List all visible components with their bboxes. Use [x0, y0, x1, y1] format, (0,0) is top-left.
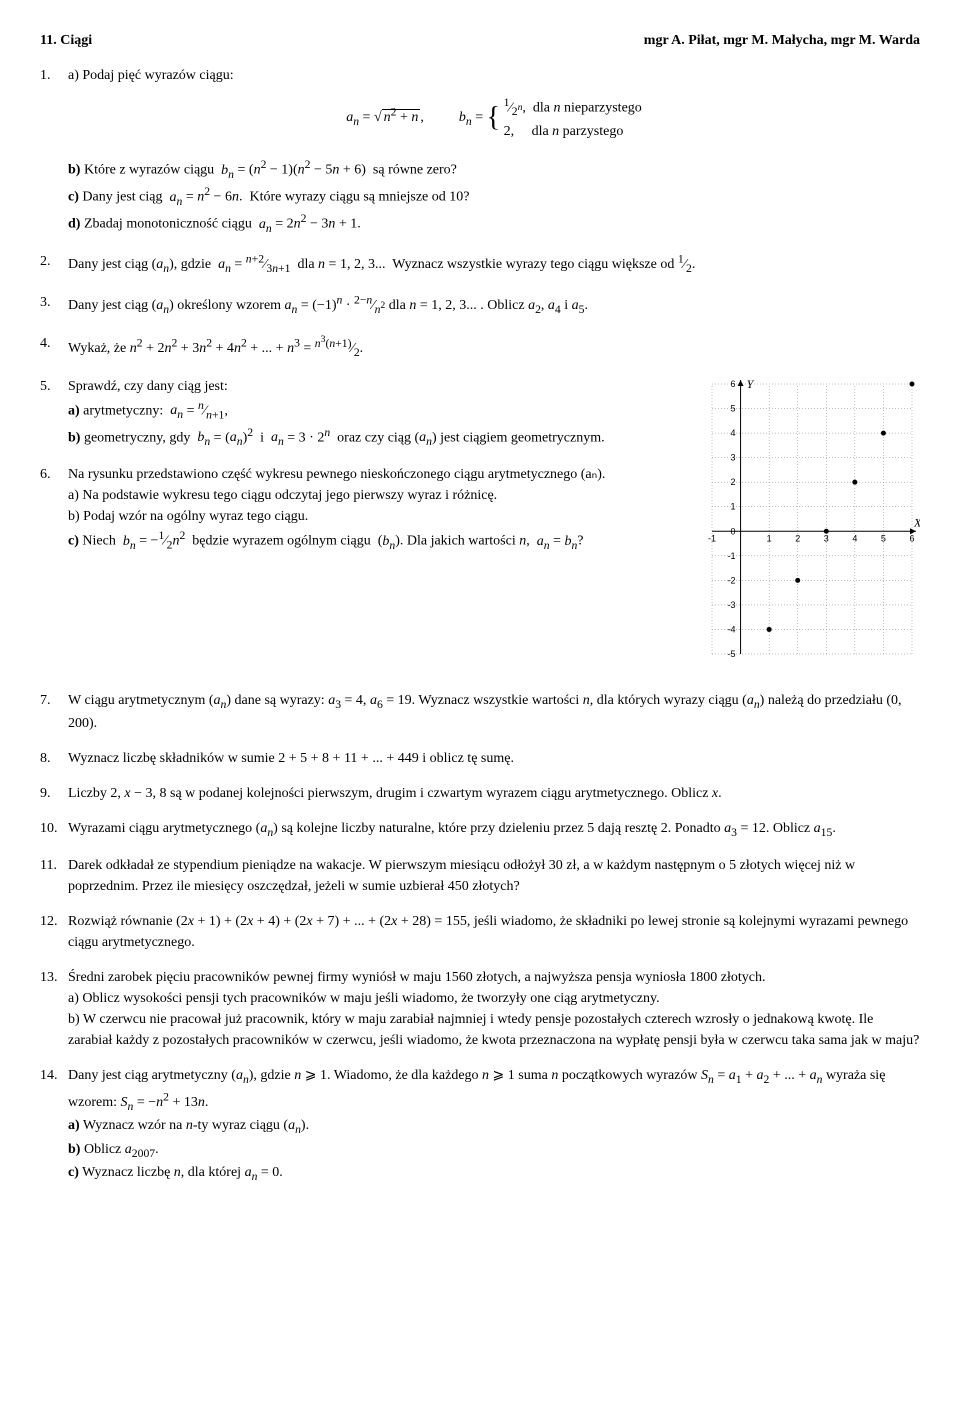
header-left: 11. Ciągi — [40, 30, 92, 51]
svg-text:-1: -1 — [728, 550, 736, 560]
problem-2: 2. Dany jest ciąg (an), gdzie an = n+2⁄3… — [40, 251, 920, 278]
svg-text:-4: -4 — [728, 624, 736, 634]
svg-text:-1: -1 — [708, 533, 716, 543]
page-header: 11. Ciągi mgr A. Piłat, mgr M. Małycha, … — [40, 30, 920, 51]
svg-text:6: 6 — [731, 379, 736, 389]
problem-number: 14. — [40, 1065, 58, 1086]
problem-11-text: Darek odkładał ze stypendium pieniądze n… — [68, 858, 855, 894]
problem-7: 7. W ciągu arytmetycznym (an) dane są wy… — [40, 690, 920, 734]
problem-number: 13. — [40, 967, 58, 988]
svg-text:4: 4 — [852, 533, 857, 543]
problem-3: 3. Dany jest ciąg (an) określony wzorem … — [40, 292, 920, 319]
problem-14b: b) Oblicz a2007. — [68, 1139, 920, 1162]
problem-6b: b) Podaj wzór na ogólny wyraz tego ciągu… — [68, 506, 678, 527]
problem-8: 8. Wyznacz liczbę składników w sumie 2 +… — [40, 748, 920, 769]
svg-text:3: 3 — [731, 452, 736, 462]
svg-text:X: X — [913, 515, 920, 529]
problem-14a: a) Wyznacz wzór na n-ty wyraz ciągu (an)… — [68, 1115, 920, 1138]
svg-text:6: 6 — [909, 533, 914, 543]
problem-5-6-block: 5. Sprawdź, czy dany ciąg jest: a) arytm… — [40, 376, 920, 676]
svg-text:5: 5 — [881, 533, 886, 543]
problem-12-text: Rozwiąż równanie (2x + 1) + (2x + 4) + (… — [68, 914, 908, 950]
problem-9-text: Liczby 2, x − 3, 8 są w podanej kolejnoś… — [68, 786, 722, 801]
problem-3-text: Dany jest ciąg (an) określony wzorem an … — [68, 298, 588, 313]
problem-11: 11. Darek odkładał ze stypendium pieniąd… — [40, 855, 920, 897]
problem-13: 13. Średni zarobek pięciu pracowników pe… — [40, 967, 920, 1051]
problem-1a-lead: a) Podaj pięć wyrazów ciągu: — [68, 65, 920, 86]
svg-text:-3: -3 — [728, 599, 736, 609]
problem-1-formula: an = √n2 + n, bn = { 1⁄2n, dla n nieparz… — [68, 94, 920, 142]
problem-number: 9. — [40, 783, 51, 804]
problem-1c: c) Dany jest ciąg an = n2 − 6n. Które wy… — [68, 183, 920, 210]
svg-text:4: 4 — [731, 428, 736, 438]
problem-number: 2. — [40, 251, 51, 272]
svg-text:1: 1 — [731, 501, 736, 511]
problem-number: 11. — [40, 855, 57, 876]
problem-number: 12. — [40, 911, 58, 932]
problem-4: 4. Wykaż, że n2 + 2n2 + 3n2 + 4n2 + ... … — [40, 333, 920, 362]
problem-6a: a) Na podstawie wykresu tego ciągu odczy… — [68, 485, 678, 506]
problem-13b: b) W czerwcu nie pracował już pracownik,… — [68, 1009, 920, 1051]
svg-text:1: 1 — [767, 533, 772, 543]
sequence-chart: -1 1 2 3 4 5 6 -5 -4 -3 -2 -1 0 1 2 3 4 5 6 X Y — [690, 376, 920, 676]
problem-8-text: Wyznacz liczbę składników w sumie 2 + 5 … — [68, 751, 514, 766]
problem-14-lead: Dany jest ciąg arytmetyczny (an), gdzie … — [68, 1068, 885, 1110]
svg-text:3: 3 — [824, 533, 829, 543]
svg-text:-2: -2 — [728, 575, 736, 585]
svg-text:2: 2 — [795, 533, 800, 543]
problem-1d: d) Zbadaj monotoniczność ciągu an = 2n2 … — [68, 210, 920, 237]
problem-number: 8. — [40, 748, 51, 769]
problem-number: 1. — [40, 65, 51, 86]
problem-2-text: Dany jest ciąg (an), gdzie an = n+2⁄3n+1… — [68, 257, 695, 272]
problem-number: 5. — [40, 376, 51, 397]
problem-10: 10. Wyrazami ciągu arytmetycznego (an) s… — [40, 818, 920, 841]
problem-13a: a) Oblicz wysokości pensji tych pracowni… — [68, 988, 920, 1009]
problem-13-lead: Średni zarobek pięciu pracowników pewnej… — [68, 970, 765, 985]
problem-number: 10. — [40, 818, 58, 839]
svg-text:0: 0 — [731, 526, 736, 536]
problem-5a: a) arytmetyczny: an = n⁄n+1, — [68, 397, 678, 424]
problem-number: 7. — [40, 690, 51, 711]
problem-7-text: W ciągu arytmetycznym (an) dane są wyraz… — [68, 693, 902, 731]
problem-6-lead: Na rysunku przedstawiono część wykresu p… — [68, 467, 605, 482]
problem-5b: b) geometryczny, gdy bn = (an)2 i an = 3… — [68, 424, 678, 451]
svg-text:-5: -5 — [728, 649, 736, 659]
svg-text:Y: Y — [747, 377, 755, 391]
problem-number: 6. — [40, 464, 51, 485]
svg-text:5: 5 — [731, 403, 736, 413]
problem-12: 12. Rozwiąż równanie (2x + 1) + (2x + 4)… — [40, 911, 920, 953]
problem-number: 3. — [40, 292, 51, 313]
problem-9: 9. Liczby 2, x − 3, 8 są w podanej kolej… — [40, 783, 920, 804]
problem-10-text: Wyrazami ciągu arytmetycznego (an) są ko… — [68, 821, 836, 836]
problem-14: 14. Dany jest ciąg arytmetyczny (an), gd… — [40, 1065, 920, 1185]
problem-6c: c) Niech bn = −1⁄2n2 będzie wyrazem ogól… — [68, 527, 678, 554]
svg-text:2: 2 — [731, 477, 736, 487]
problem-number: 4. — [40, 333, 51, 354]
problem-1: 1. a) Podaj pięć wyrazów ciągu: an = √n2… — [40, 65, 920, 237]
problem-5-lead: Sprawdź, czy dany ciąg jest: — [68, 379, 228, 394]
problem-4-text: Wykaż, że n2 + 2n2 + 3n2 + 4n2 + ... + n… — [68, 341, 363, 356]
header-right: mgr A. Piłat, mgr M. Małycha, mgr M. War… — [644, 30, 920, 51]
problem-14c: c) Wyznacz liczbę n, dla której an = 0. — [68, 1162, 920, 1185]
problem-1b: b) Które z wyrazów ciągu bn = (n2 − 1)(n… — [68, 156, 920, 183]
